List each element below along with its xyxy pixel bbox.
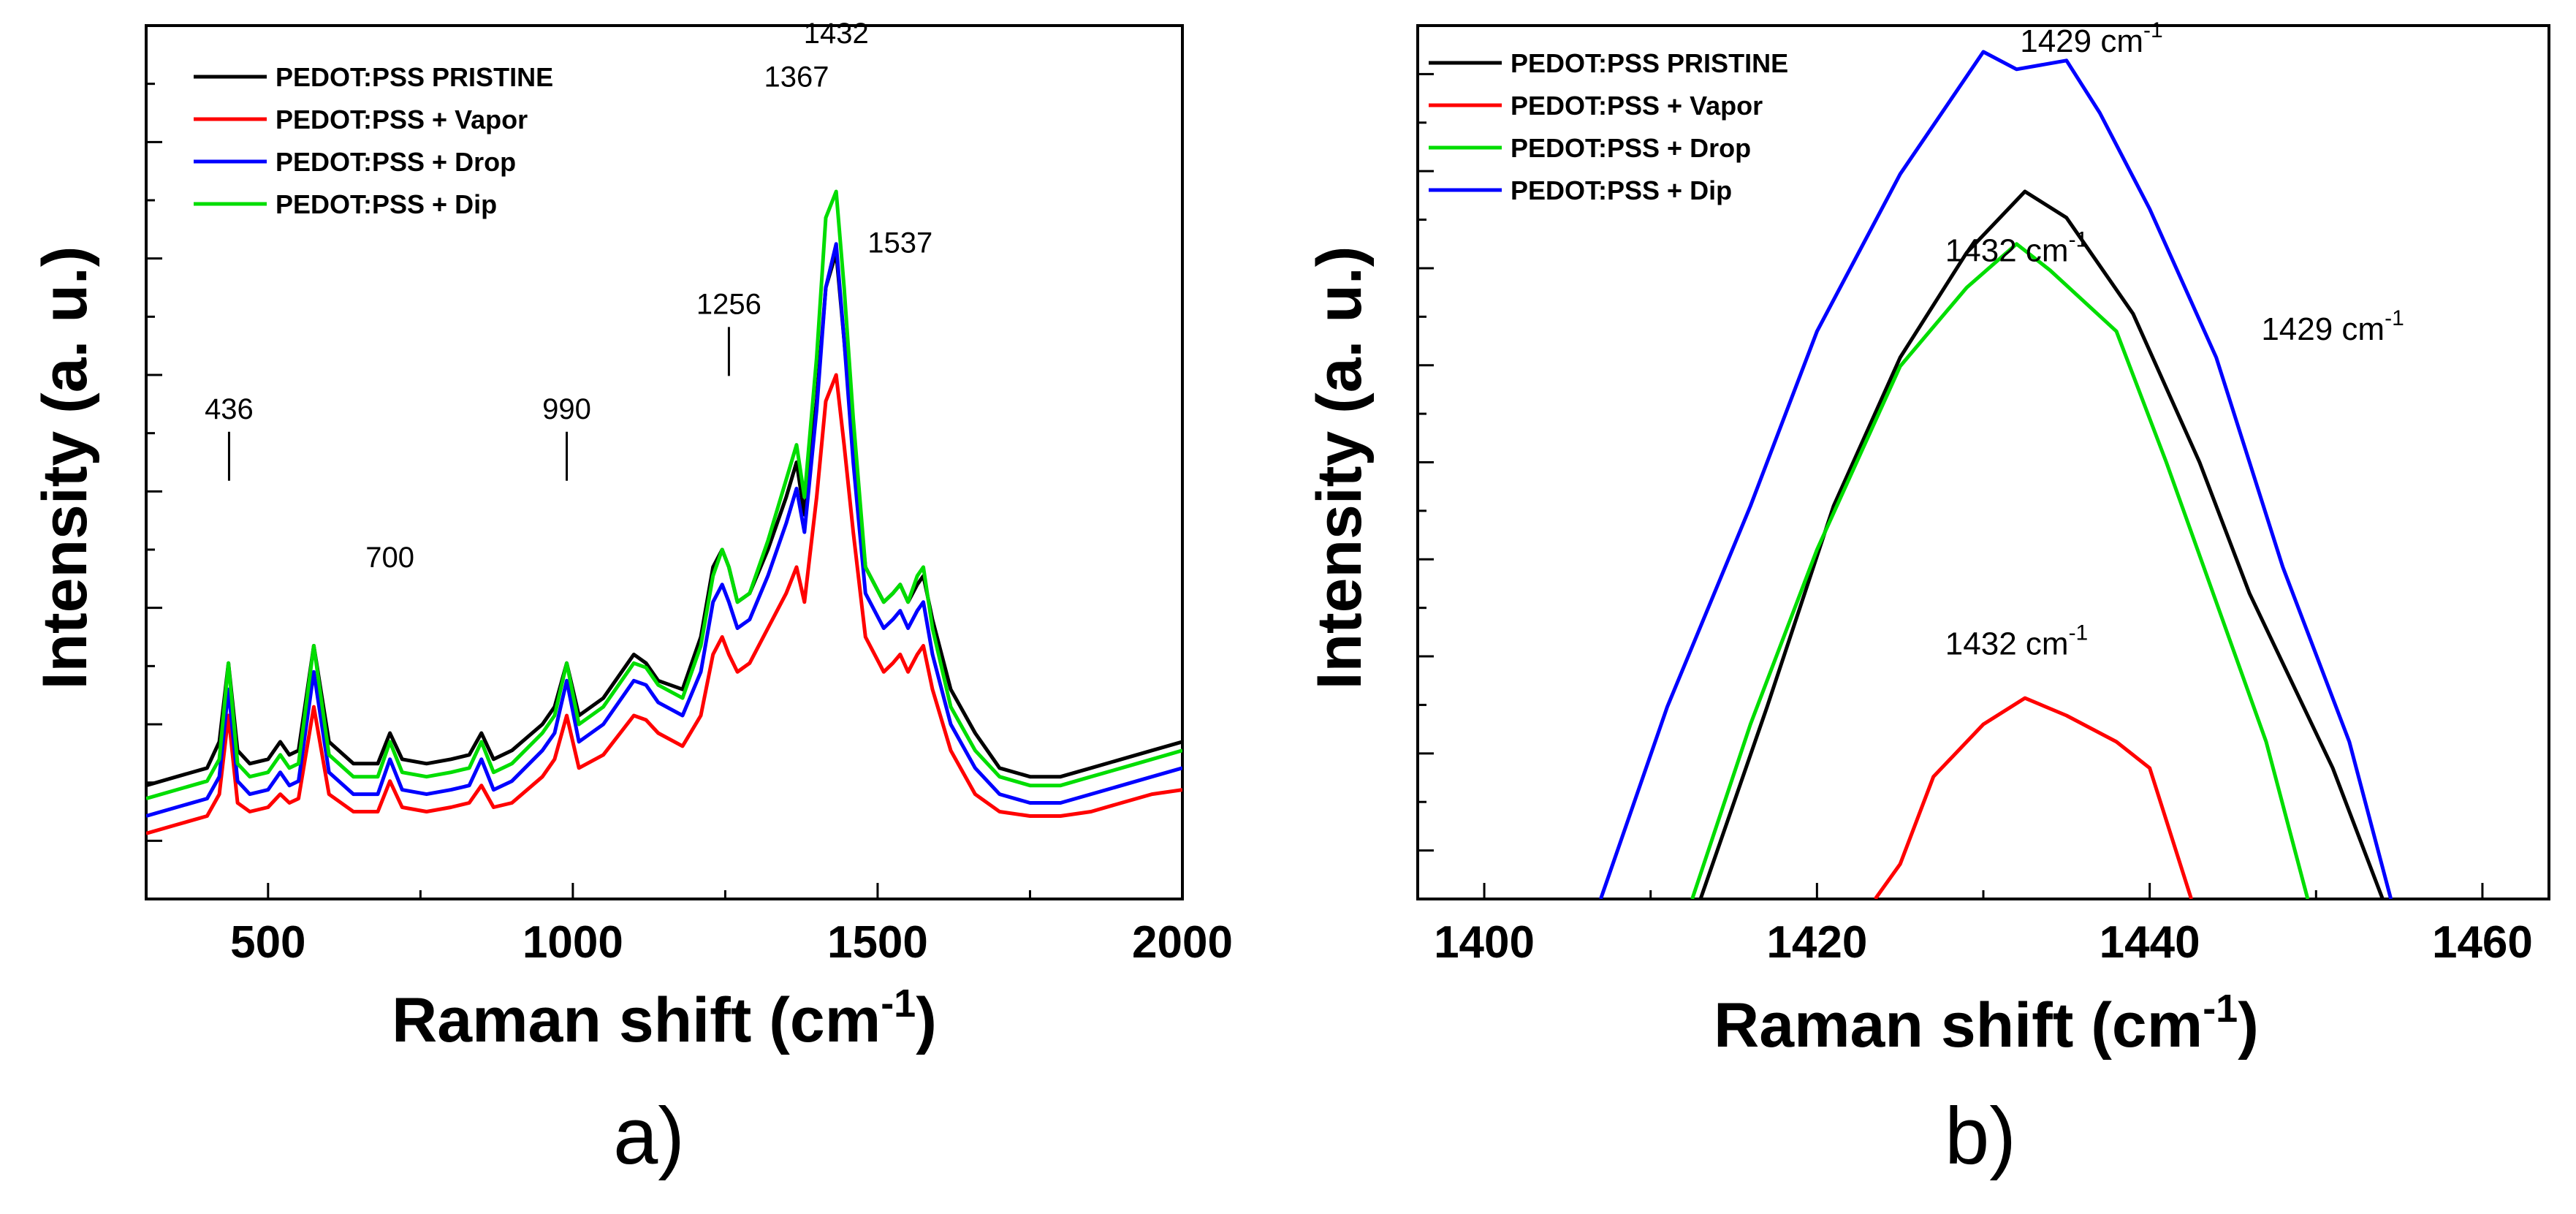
peak-label-superscript: -1 — [2069, 621, 2089, 645]
y-axis-label: Intensity (a. u.) — [1304, 246, 1375, 690]
peak-label-superscript: -1 — [2385, 306, 2404, 330]
x-axis-label-close: ) — [916, 985, 937, 1055]
panel-a: 500 1000 1500 2000 436 700 990 1256 1367 1432 153… — [30, 18, 1233, 1181]
peak-label-1429-cm: 1429 cm-1 — [2261, 306, 2404, 347]
peak-label-value: 1429 cm — [2020, 23, 2143, 59]
x-axis-ticks: 1400 1420 1440 1460 — [1434, 883, 2533, 968]
plot-frame — [145, 24, 1184, 900]
x-tick-label: 1440 — [2100, 917, 2200, 968]
peak-label-1367: 1367 — [764, 61, 829, 94]
y-axis-ticks — [1418, 72, 1434, 852]
x-axis-label-superscript: -1 — [881, 982, 916, 1025]
x-axis-label-superscript: -1 — [2203, 987, 2238, 1031]
peak-label-1432-cm: 1432 cm-1 — [1945, 621, 2088, 661]
series-group — [146, 189, 1182, 835]
peak-annotations: 436 700 990 1256 1367 1432 1537 — [205, 18, 932, 574]
legend-label-pedot-pss-pristine: PEDOT:PSS PRISTINE — [1511, 48, 1788, 78]
x-tick-label: 2000 — [1132, 917, 1233, 968]
series-group — [1599, 50, 2393, 899]
x-tick-label: 1400 — [1434, 917, 1535, 968]
series-line-pedot-pss-vapor — [146, 373, 1182, 835]
peak-label-value: 1432 cm — [1945, 626, 2069, 661]
x-tick-label: 500 — [230, 917, 305, 968]
legend-label-pedot-pss-dip: PEDOT:PSS + Dip — [1511, 175, 1732, 205]
legend-label-pedot-pss-dip: PEDOT:PSS + Dip — [276, 189, 497, 219]
x-axis-label-main: Raman shift (cm — [1714, 990, 2203, 1061]
peak-label-superscript: -1 — [2143, 18, 2163, 42]
peak-label-value: 1429 cm — [2261, 311, 2385, 347]
legend-label-pedot-pss-drop: PEDOT:PSS + Drop — [1511, 133, 1751, 163]
legend: PEDOT:PSS PRISTINE PEDOT:PSS + Vapor PEDOT… — [1429, 48, 1788, 205]
peak-label-1256: 1256 — [696, 288, 761, 320]
peak-label-1429-cm: 1429 cm-1 — [2020, 18, 2162, 59]
panel-label-b: b) — [1945, 1091, 2016, 1181]
peak-label-700: 700 — [365, 542, 414, 574]
legend-label-pedot-pss-pristine: PEDOT:PSS PRISTINE — [276, 62, 553, 92]
x-tick-label: 1460 — [2432, 917, 2533, 968]
peak-label-1432: 1432 — [804, 18, 869, 50]
peak-label-1537: 1537 — [867, 227, 932, 259]
legend-label-pedot-pss-vapor: PEDOT:PSS + Vapor — [1511, 91, 1763, 121]
peak-label-superscript: -1 — [2069, 228, 2089, 252]
x-axis-label: Raman shift (cm-1) — [392, 982, 937, 1055]
x-axis-label: Raman shift (cm-1) — [1714, 987, 2259, 1061]
legend-label-pedot-pss-vapor: PEDOT:PSS + Vapor — [276, 105, 528, 134]
x-tick-label: 1000 — [523, 917, 623, 968]
y-axis-label: Intensity (a. u.) — [30, 246, 100, 690]
series-line-pedot-pss-vapor — [1873, 696, 2193, 899]
peak-label-990: 990 — [542, 393, 591, 425]
legend-label-pedot-pss-drop: PEDOT:PSS + Drop — [276, 147, 516, 177]
series-line-pedot-pss-dip — [1599, 50, 2393, 899]
series-line-pedot-pss-drop — [1690, 242, 2310, 899]
series-line-pedot-pss-dip — [146, 189, 1182, 801]
y-axis-ticks — [146, 83, 162, 842]
peak-label-1432-cm: 1432 cm-1 — [1945, 228, 2088, 269]
x-axis-label-close: ) — [2238, 990, 2259, 1061]
x-tick-label: 1420 — [1766, 917, 1867, 968]
x-axis-ticks: 500 1000 1500 2000 — [230, 883, 1233, 968]
peak-label-value: 1432 cm — [1945, 233, 2069, 269]
series-line-pedot-pss-drop — [146, 242, 1182, 818]
x-axis-label-main: Raman shift (cm — [392, 985, 881, 1055]
panel-label-a: a) — [613, 1091, 685, 1181]
peak-label-436: 436 — [205, 393, 254, 425]
x-tick-label: 1500 — [827, 917, 928, 968]
legend: PEDOT:PSS PRISTINE PEDOT:PSS + Vapor PEDOT… — [194, 62, 553, 219]
